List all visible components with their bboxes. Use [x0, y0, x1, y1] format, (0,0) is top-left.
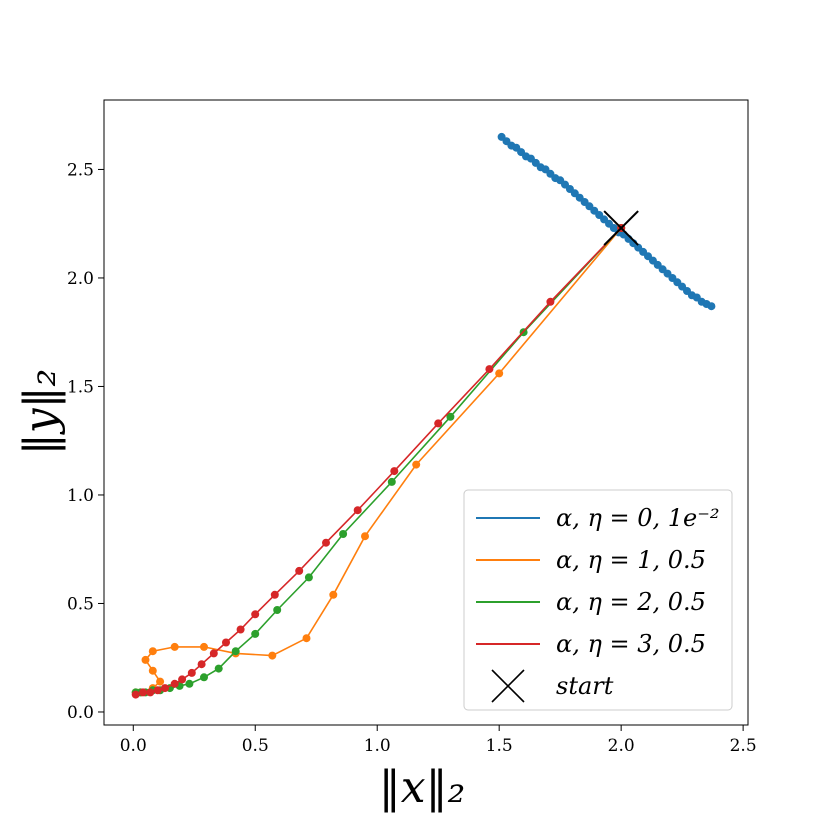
series-layer	[131, 132, 716, 699]
data-point	[222, 638, 230, 647]
y-tick-label: 2.0	[67, 269, 94, 289]
data-point	[353, 506, 362, 515]
data-point	[273, 606, 282, 614]
data-point	[131, 690, 140, 699]
legend-box	[463, 489, 733, 711]
data-point	[390, 467, 399, 476]
data-point	[295, 566, 304, 575]
data-point	[156, 677, 165, 686]
y-tick-label: 0.5	[67, 594, 94, 614]
data-point	[268, 651, 277, 660]
data-point	[546, 297, 555, 306]
data-point	[148, 647, 157, 656]
data-point	[270, 590, 279, 599]
data-point	[200, 673, 208, 682]
x-tick-label: 2.5	[730, 736, 757, 756]
x-tick-label: 0.5	[242, 736, 269, 756]
data-point	[339, 530, 348, 538]
data-point	[412, 460, 421, 469]
x-tick-label: 1.0	[364, 736, 391, 756]
y-axis-ticks: 0.0 0.5 1.0 1.5 2.0 2.5	[67, 160, 104, 723]
data-point	[446, 412, 455, 421]
start-marker	[603, 210, 639, 246]
data-point	[485, 365, 494, 374]
x-tick-label: 2.0	[608, 736, 635, 756]
data-point	[495, 369, 504, 378]
data-point	[170, 679, 179, 688]
data-point	[161, 684, 169, 693]
data-point	[361, 532, 369, 541]
start-marker-layer	[603, 210, 639, 246]
legend-label-1: α, η = 1, 0.5	[556, 546, 706, 574]
data-point	[209, 649, 218, 658]
x-tick-label: 0.0	[120, 736, 147, 756]
legend-start-icon	[491, 669, 525, 703]
data-point	[187, 668, 196, 677]
data-point	[434, 419, 443, 428]
data-point	[214, 664, 223, 673]
data-point	[302, 634, 311, 643]
plot-frame	[103, 99, 749, 726]
data-point	[236, 625, 245, 634]
x-tick-label: 1.5	[486, 736, 513, 756]
data-point	[185, 679, 194, 688]
data-point	[231, 647, 240, 656]
data-point	[387, 477, 396, 486]
y-axis-label: ‖y‖₂	[15, 369, 66, 456]
data-point	[146, 688, 155, 697]
y-tick-label: 2.5	[67, 160, 94, 180]
legend-label-2: α, η = 2, 0.5	[556, 588, 706, 616]
data-point	[197, 660, 206, 669]
legend-label-start: start	[556, 672, 614, 700]
series-0	[497, 132, 716, 311]
data-point	[170, 642, 179, 651]
data-point	[178, 675, 187, 684]
data-point	[304, 573, 313, 582]
data-point	[139, 688, 147, 697]
data-point	[141, 655, 150, 664]
y-tick-label: 1.5	[67, 377, 94, 397]
data-point	[251, 610, 260, 619]
data-point	[200, 642, 208, 651]
data-point	[148, 666, 157, 675]
data-point	[322, 538, 330, 547]
x-axis-label: ‖x‖₂	[379, 762, 465, 813]
legend-label-0: α, η = 0, 1e⁻²	[556, 504, 720, 532]
data-point	[153, 686, 162, 695]
y-tick-label: 1.0	[67, 486, 94, 506]
y-tick-label: 0.0	[67, 703, 94, 723]
data-point	[251, 629, 260, 638]
legend-label-3: α, η = 3, 0.5	[556, 630, 706, 658]
legend: α, η = 0, 1e⁻² α, η = 1, 0.5 α, η = 2, 0.5…	[463, 489, 733, 711]
x-axis-ticks: 0.0 0.5 1.0 1.5 2.0 2.5	[120, 725, 757, 756]
data-point	[707, 302, 716, 311]
data-point	[329, 590, 338, 599]
